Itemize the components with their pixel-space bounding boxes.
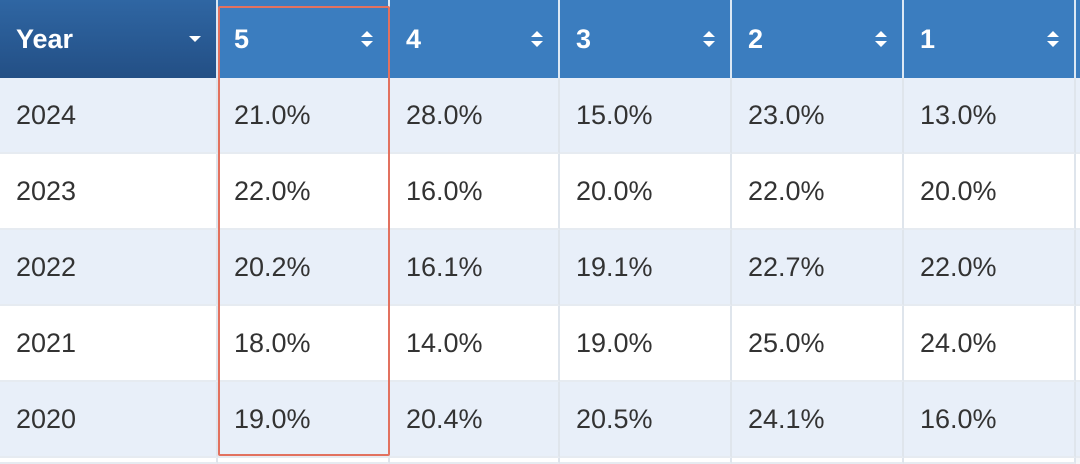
row-filler: [1076, 382, 1080, 458]
column-header[interactable]: 1: [904, 0, 1076, 78]
header-filler: [1076, 0, 1080, 78]
column-header[interactable]: 5: [218, 0, 390, 78]
cell-text: 15.0%: [576, 99, 653, 130]
data-cell: 23.0%: [732, 78, 904, 154]
cell-text: 20.5%: [576, 403, 653, 434]
cell-text: 24.0%: [920, 327, 997, 358]
sort-icon[interactable]: [874, 30, 888, 48]
data-cell: 21.0%: [218, 78, 390, 154]
cell-text: 4: [406, 23, 422, 54]
cell-text: 19.0%: [576, 327, 653, 358]
cell-text: 3: [576, 23, 592, 54]
cell-text: 2021: [16, 327, 77, 358]
data-cell: 22.0%: [732, 154, 904, 230]
cell-text: 28.0%: [406, 99, 483, 130]
row-header: 2023: [0, 154, 218, 230]
cell-text: 21.0%: [234, 99, 311, 130]
cell-text: 5: [234, 23, 250, 54]
cell-text: 19.0%: [234, 403, 311, 434]
data-cell: 24.0%: [904, 306, 1076, 382]
data-cell: 20.5%: [560, 382, 732, 458]
partial-cell: [732, 458, 904, 464]
cell-text: 2023: [16, 175, 77, 206]
partial-cell: [218, 458, 390, 464]
column-header[interactable]: 3: [560, 0, 732, 78]
row-header: 2020: [0, 382, 218, 458]
row-header: 2021: [0, 306, 218, 382]
data-cell: 16.1%: [390, 230, 560, 306]
row-header: 2024: [0, 78, 218, 154]
data-cell: 19.0%: [218, 382, 390, 458]
data-cell: 19.1%: [560, 230, 732, 306]
cell-text: 16.1%: [406, 251, 483, 282]
cell-text: 23.0%: [748, 99, 825, 130]
column-header[interactable]: Year: [0, 0, 218, 78]
row-filler: [1076, 306, 1080, 382]
data-cell: 14.0%: [390, 306, 560, 382]
data-cell: 22.0%: [218, 154, 390, 230]
cell-text: 16.0%: [406, 175, 483, 206]
cell-text: 22.0%: [920, 251, 997, 282]
cell-text: 20.4%: [406, 403, 483, 434]
column-header[interactable]: 4: [390, 0, 560, 78]
row-header: 2022: [0, 230, 218, 306]
data-cell: 22.7%: [732, 230, 904, 306]
row-filler: [1076, 78, 1080, 154]
cell-text: 22.7%: [748, 251, 825, 282]
row-filler: [1076, 154, 1080, 230]
data-cell: 19.0%: [560, 306, 732, 382]
data-cell: 18.0%: [218, 306, 390, 382]
cell-text: 1: [920, 23, 936, 54]
cell-text: 13.0%: [920, 99, 997, 130]
cell-text: 2020: [16, 403, 77, 434]
partial-cell: [560, 458, 732, 464]
cell-text: 22.0%: [234, 175, 311, 206]
data-cell: 20.4%: [390, 382, 560, 458]
data-cell: 24.1%: [732, 382, 904, 458]
data-cell: 25.0%: [732, 306, 904, 382]
cell-text: 2024: [16, 99, 77, 130]
cell-text: 22.0%: [748, 175, 825, 206]
cell-text: Year: [16, 23, 74, 54]
sort-icon[interactable]: [360, 30, 374, 48]
data-cell: 16.0%: [904, 382, 1076, 458]
sort-icon[interactable]: [702, 30, 716, 48]
cell-text: 20.0%: [920, 175, 997, 206]
data-cell: 22.0%: [904, 230, 1076, 306]
sort-icon[interactable]: [530, 30, 544, 48]
cell-text: 2022: [16, 251, 77, 282]
row-filler: [1076, 230, 1080, 306]
column-header[interactable]: 2: [732, 0, 904, 78]
cell-text: 20.0%: [576, 175, 653, 206]
sort-icon[interactable]: [1046, 30, 1060, 48]
cell-text: 16.0%: [920, 403, 997, 434]
data-cell: 16.0%: [390, 154, 560, 230]
data-cell: 15.0%: [560, 78, 732, 154]
partial-cell: [390, 458, 560, 464]
cell-text: 14.0%: [406, 327, 483, 358]
data-cell: 20.0%: [904, 154, 1076, 230]
cell-text: 20.2%: [234, 251, 311, 282]
data-cell: 20.2%: [218, 230, 390, 306]
data-cell: 13.0%: [904, 78, 1076, 154]
cell-text: 2: [748, 23, 764, 54]
cell-text: 19.1%: [576, 251, 653, 282]
cell-text: 24.1%: [748, 403, 825, 434]
data-cell: 20.0%: [560, 154, 732, 230]
cell-text: 25.0%: [748, 327, 825, 358]
partial-cell: [0, 458, 218, 464]
sort-desc-icon[interactable]: [188, 30, 202, 48]
partial-cell: [904, 458, 1076, 464]
data-cell: 28.0%: [390, 78, 560, 154]
cell-text: 18.0%: [234, 327, 311, 358]
